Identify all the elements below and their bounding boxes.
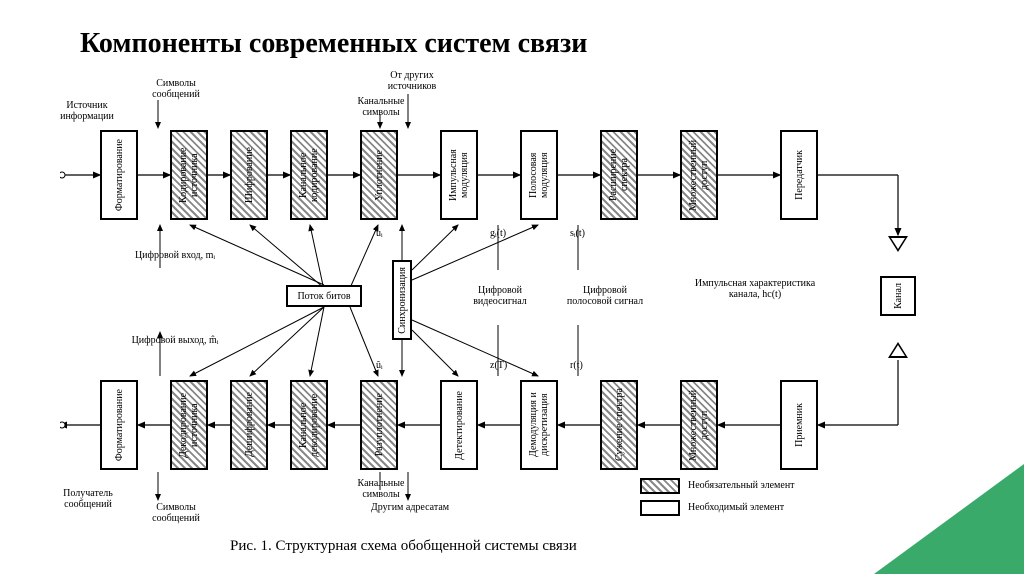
block-demod: Демодуляция и дискретизация: [520, 380, 558, 470]
figure-caption: Рис. 1. Структурная схема обобщенной сис…: [230, 538, 577, 555]
rx-amp-icon: [888, 342, 908, 358]
block-pulse-mod: Импульсная модуляция: [440, 130, 478, 220]
block-detect: Детектирование: [440, 380, 478, 470]
block-band-mod: Полосовая модуляция: [520, 130, 558, 220]
label-chan-symbols: Канальные символы: [342, 96, 420, 118]
label-dig-video: Цифровой видеосигнал: [460, 285, 540, 307]
block-label-band-mod: Полосовая модуляция: [526, 132, 552, 218]
block-srcdec-rx: Декодирование источника: [170, 380, 208, 470]
block-label-multiacc-tx: Множественный доступ: [686, 132, 712, 218]
block-label-format-tx: Форматирование: [112, 137, 127, 213]
block-multiacc-tx: Множественный доступ: [680, 130, 718, 220]
block-label-pulse-mod: Импульсная модуляция: [446, 132, 472, 218]
legend-optional-swatch: [640, 478, 680, 494]
label-msg-receiver: Получатель сообщений: [48, 488, 128, 510]
label-other-sources: От других источников: [372, 70, 452, 92]
legend-necessary-label: Необходимый элемент: [688, 502, 784, 513]
block-label-spread: Расширение спектра: [606, 132, 632, 218]
page-title: Компоненты современных систем связи: [80, 28, 587, 60]
block-encrypt-tx: Шифрование: [230, 130, 268, 220]
legend-necessary-swatch: [640, 500, 680, 516]
block-tx: Передатчик: [780, 130, 818, 220]
label-zT: z(T): [490, 360, 507, 371]
block-mux-tx: Уплотнение: [360, 130, 398, 220]
label-si: sᵢ(t): [570, 228, 585, 239]
bitstream-block: Поток битов: [286, 285, 362, 307]
tx-amp-icon: [888, 236, 908, 252]
block-label-demux-rx: Разуплотнение: [372, 391, 387, 458]
block-label-rx: Приемник: [792, 401, 807, 449]
block-format-rx: Форматирование: [100, 380, 138, 470]
label-rt: r(t): [570, 360, 583, 371]
label-msg-symbols: Символы сообщений: [136, 78, 216, 100]
channel-block: Канал: [880, 276, 916, 316]
block-label-mux-tx: Уплотнение: [372, 148, 387, 203]
block-spread: Расширение спектра: [600, 130, 638, 220]
block-label-chcode-tx: Канальное кодирование: [296, 132, 322, 218]
label-other-dest: Другим адресатам: [370, 502, 450, 513]
block-label-encrypt-tx: Шифрование: [242, 145, 257, 205]
block-srccode-tx: Кодирование источника: [170, 130, 208, 220]
label-uhat: ûᵢ: [376, 360, 383, 371]
label-ui: uᵢ: [376, 228, 383, 239]
legend-optional-label: Необязательный элемент: [688, 480, 795, 491]
block-format-tx: Форматирование: [100, 130, 138, 220]
block-label-multiacc-rx: Множественный доступ: [686, 382, 712, 468]
block-multiacc-rx: Множественный доступ: [680, 380, 718, 470]
label-digital-in: Цифровой вход, mᵢ: [130, 250, 220, 261]
block-label-srccode-tx: Кодирование источника: [176, 132, 202, 218]
block-chdec-rx: Канальное декодирование: [290, 380, 328, 470]
block-label-chdec-rx: Канальное декодирование: [296, 382, 322, 468]
channel-label: Канал: [891, 281, 906, 311]
block-rx: Приемник: [780, 380, 818, 470]
sync-block: Синхронизация: [392, 260, 412, 340]
block-decrypt-rx: Дешифрование: [230, 380, 268, 470]
block-label-tx: Передатчик: [792, 148, 807, 202]
label-msg-symbols-out: Символы сообщений: [136, 502, 216, 524]
slide-corner-accent: [874, 464, 1024, 574]
block-label-despread: Сужение спектра: [612, 386, 627, 463]
label-chan-symbols-out: Канальные символы: [342, 478, 420, 500]
block-label-srcdec-rx: Декодирование источника: [176, 382, 202, 468]
block-demux-rx: Разуплотнение: [360, 380, 398, 470]
label-impulse: Импульсная характеристика канала, hc(t): [680, 278, 830, 300]
block-label-demod: Демодуляция и дискретизация: [526, 382, 552, 468]
label-gi: gᵢ(t): [490, 228, 506, 239]
block-label-detect: Детектирование: [452, 389, 467, 462]
block-label-decrypt-rx: Дешифрование: [242, 390, 257, 459]
block-despread: Сужение спектра: [600, 380, 638, 470]
block-label-format-rx: Форматирование: [112, 387, 127, 463]
block-chcode-tx: Канальное кодирование: [290, 130, 328, 220]
label-dig-band: Цифровой полосовой сигнал: [560, 285, 650, 307]
bitstream-label: Поток битов: [297, 291, 350, 302]
label-digital-out: Цифровой выход, m̂ᵢ: [130, 335, 220, 346]
diagram-canvas: Форматирование Кодирование источника Шифро…: [60, 70, 960, 535]
sync-label: Синхронизация: [395, 265, 410, 336]
label-info-source: Источник информации: [48, 100, 126, 122]
